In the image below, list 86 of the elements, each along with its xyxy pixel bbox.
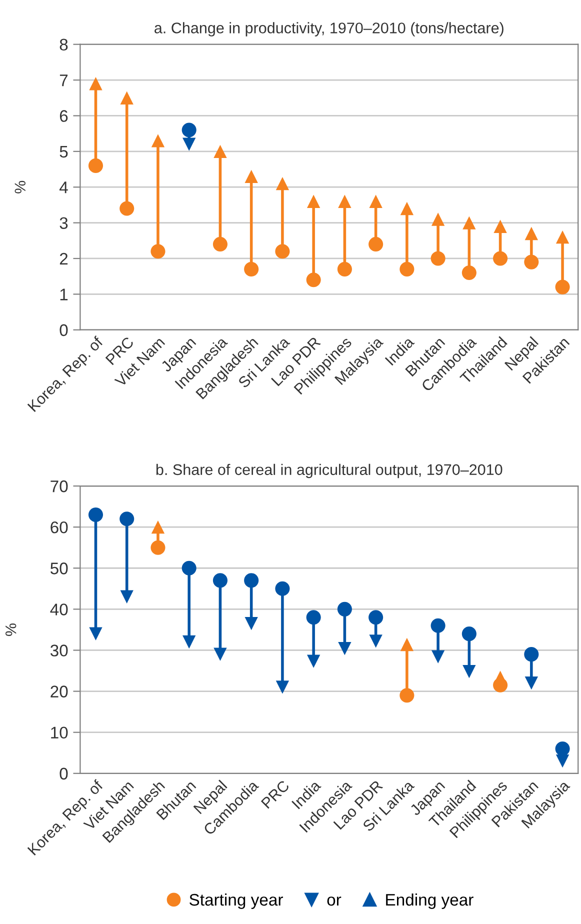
point <box>151 134 165 148</box>
point <box>306 610 321 625</box>
point <box>462 626 476 642</box>
legend-label: Ending year <box>386 893 474 909</box>
point <box>400 262 414 276</box>
point <box>244 170 258 183</box>
text: or <box>327 896 342 906</box>
point <box>214 144 227 158</box>
point <box>182 560 196 576</box>
point <box>556 230 570 244</box>
point <box>524 226 538 240</box>
y-tick-label: 0 <box>60 324 68 336</box>
y-tick-label: 0 <box>60 768 68 780</box>
y-tick-label: 1 <box>60 288 68 300</box>
point <box>400 202 414 216</box>
point <box>400 688 414 703</box>
point <box>462 664 476 678</box>
point <box>275 244 290 259</box>
point <box>88 158 104 173</box>
point <box>369 194 382 208</box>
y-tick-label: 40 <box>50 604 68 616</box>
point <box>276 176 290 190</box>
y-axis-title: % <box>6 623 16 636</box>
point <box>244 616 258 630</box>
point <box>400 638 414 652</box>
point <box>244 262 259 276</box>
y-tick-label: 7 <box>60 74 68 86</box>
y-tick-label: 10 <box>51 726 68 739</box>
point <box>120 91 134 104</box>
point <box>524 254 539 270</box>
point <box>182 122 196 138</box>
point <box>276 680 290 694</box>
y-tick-label: 60 <box>50 521 68 534</box>
point <box>430 251 446 266</box>
point <box>337 262 352 276</box>
y-tick-label: 5 <box>60 146 68 158</box>
point <box>89 77 102 90</box>
point <box>182 138 196 151</box>
point <box>150 540 166 555</box>
point <box>306 654 320 668</box>
point <box>89 627 102 640</box>
y-tick-label: 3 <box>60 217 68 230</box>
point <box>244 573 259 588</box>
point <box>338 642 352 656</box>
point <box>555 741 570 756</box>
point <box>338 194 352 208</box>
point <box>431 650 445 664</box>
y-axis-title: % <box>14 180 26 194</box>
point <box>493 251 508 266</box>
y-tick-label: 6 <box>60 110 68 122</box>
point <box>524 676 538 690</box>
point <box>214 648 227 661</box>
point <box>120 512 134 526</box>
point <box>306 272 321 288</box>
point <box>368 610 384 625</box>
point <box>368 236 384 252</box>
point <box>182 635 196 649</box>
point <box>88 507 104 522</box>
chart-title: b. Share of cereal in agricultural output, 1970–2010 <box>156 464 502 478</box>
y-tick-label: 20 <box>50 686 68 698</box>
point <box>462 216 476 230</box>
point <box>120 590 134 604</box>
point <box>275 581 290 596</box>
point <box>212 236 228 252</box>
point <box>306 194 320 208</box>
point <box>369 634 382 648</box>
point <box>555 280 570 294</box>
y-tick-label: 2 <box>60 252 68 265</box>
point <box>212 573 228 588</box>
y-tick-label: 70 <box>50 480 68 492</box>
y-tick-label: 4 <box>59 182 68 194</box>
point <box>151 520 165 534</box>
point <box>120 201 134 216</box>
chart-title: a. Change in productivity, 1970–2010 (tons/hectare) <box>154 22 504 36</box>
point <box>431 212 445 226</box>
point <box>494 220 507 233</box>
point <box>430 618 446 633</box>
point <box>524 647 539 662</box>
point <box>337 602 352 616</box>
y-tick-label: 30 <box>50 644 68 656</box>
point <box>462 265 476 280</box>
point <box>150 244 166 259</box>
y-tick-label: 50 <box>50 562 68 574</box>
y-tick-label: 8 <box>60 38 68 51</box>
point <box>556 754 570 768</box>
legend-label: Starting year <box>190 893 283 909</box>
